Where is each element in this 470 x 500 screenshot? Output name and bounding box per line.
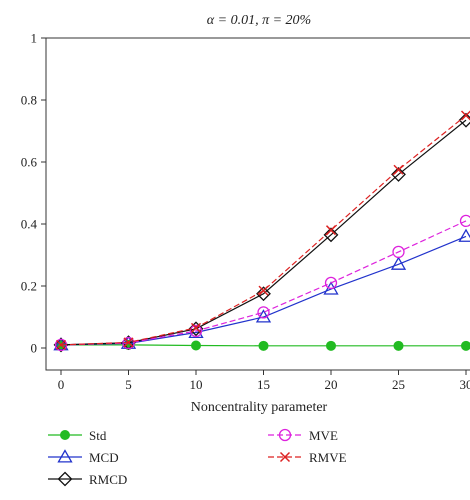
legend-label-mve: MVE xyxy=(309,428,338,443)
data-point-rmve xyxy=(123,337,134,348)
y-axis-ticks: 0 0.2 0.4 0.6 0.8 1 xyxy=(21,31,46,356)
x-axis-label: Noncentrality parameter xyxy=(191,400,328,415)
data-point-rmve xyxy=(393,164,404,175)
data-point-mcd xyxy=(458,228,470,242)
series-std xyxy=(56,339,470,351)
legend-item-rmve: RMVE xyxy=(268,450,347,465)
legend-item-std: Std xyxy=(48,428,107,443)
x-tick-label: 5 xyxy=(125,377,132,392)
data-point-mve xyxy=(459,214,470,228)
series-rmcd xyxy=(53,112,470,353)
data-point-mve xyxy=(122,336,135,350)
legend-label-rmcd: RMCD xyxy=(89,472,127,487)
data-point-rmve xyxy=(460,110,470,121)
data-point-std xyxy=(191,340,201,351)
data-point-std xyxy=(258,340,269,351)
legend-marker-mve xyxy=(278,428,292,442)
y-tick-label: 0 xyxy=(31,341,38,356)
y-tick-label: 0.6 xyxy=(21,155,38,170)
data-point-mcd xyxy=(323,281,339,295)
series-rmve xyxy=(55,110,470,350)
legend-marker-rmve xyxy=(279,451,291,463)
y-tick-label: 0.2 xyxy=(21,279,37,294)
series-mve xyxy=(54,214,470,352)
legend-label-std: Std xyxy=(89,428,107,443)
legend-item-rmcd: RMCD xyxy=(48,471,127,487)
data-point-mcd xyxy=(390,256,407,270)
data-point-rmcd xyxy=(53,337,69,353)
data-point-mve xyxy=(189,324,203,338)
data-point-mve xyxy=(392,245,405,259)
data-point-rmcd xyxy=(323,227,339,243)
legend-item-mve: MVE xyxy=(268,428,338,443)
data-point-rmcd xyxy=(458,112,470,128)
x-tick-label: 25 xyxy=(392,377,405,392)
data-point-std xyxy=(326,340,336,351)
legend-marker-rmcd xyxy=(57,471,73,487)
data-point-std xyxy=(461,340,470,351)
x-tick-label: 0 xyxy=(58,377,65,392)
chart-title: α = 0.01, π = 20% xyxy=(207,13,311,28)
data-point-std xyxy=(393,340,404,351)
x-tick-label: 10 xyxy=(190,377,203,392)
series-line-mve xyxy=(60,220,467,346)
y-tick-label: 0.4 xyxy=(21,217,38,232)
legend: Std MCD RMCD MVE RMVE xyxy=(48,428,347,487)
data-point-rmve xyxy=(190,322,202,333)
x-axis-ticks: 0 5 10 15 20 25 30 xyxy=(58,370,470,392)
data-point-rmve xyxy=(258,285,269,296)
data-point-rmcd xyxy=(256,286,271,302)
data-point-rmve xyxy=(55,339,67,350)
series-layer xyxy=(53,110,470,353)
x-tick-label: 15 xyxy=(257,377,270,392)
y-tick-label: 1 xyxy=(31,31,38,46)
data-point-mve xyxy=(324,276,338,290)
data-point-rmcd xyxy=(391,166,406,182)
legend-item-mcd: MCD xyxy=(48,449,119,465)
legend-marker-std xyxy=(60,430,70,440)
y-tick-label: 0.8 xyxy=(21,93,37,108)
x-tick-label: 20 xyxy=(325,377,338,392)
x-tick-label: 30 xyxy=(460,377,470,392)
legend-label-rmve: RMVE xyxy=(309,450,347,465)
legend-label-mcd: MCD xyxy=(89,450,119,465)
data-point-rmve xyxy=(325,225,337,236)
data-point-mve xyxy=(257,306,270,319)
plot-frame xyxy=(45,37,470,371)
legend-marker-mcd xyxy=(57,449,73,463)
